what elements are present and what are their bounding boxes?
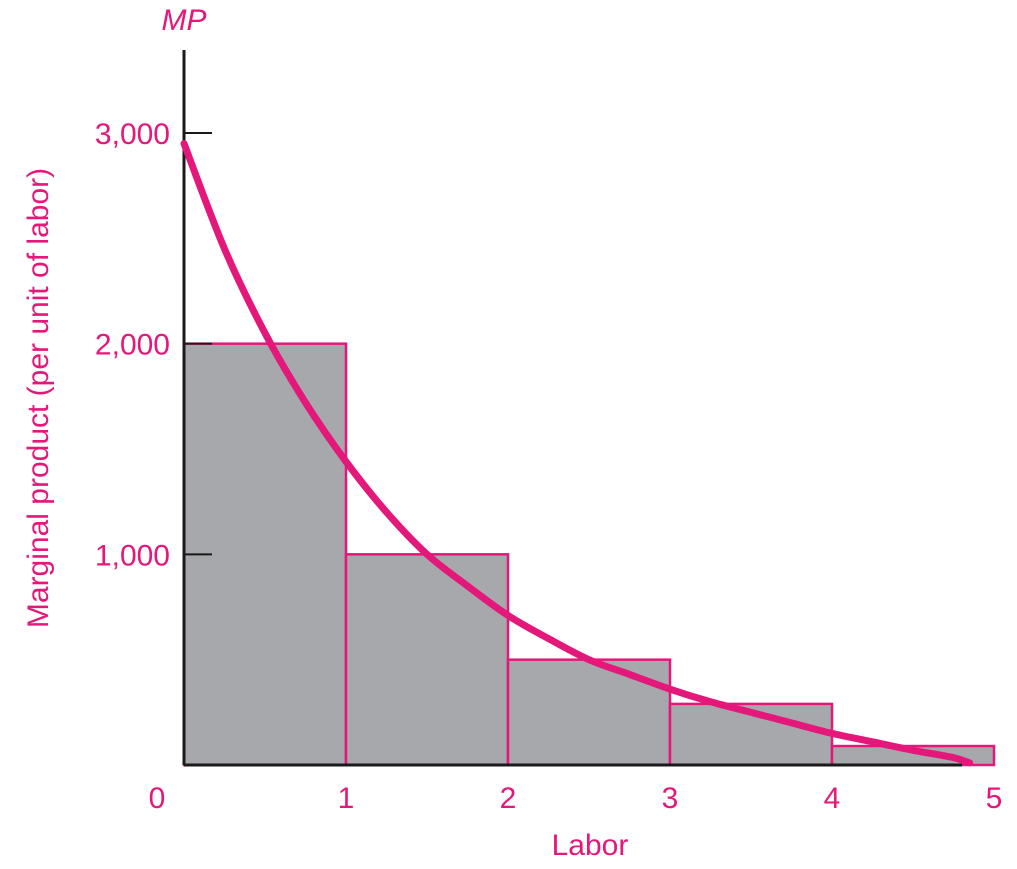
x-axis-title: Labor	[552, 829, 629, 862]
x-tick-label: 3	[662, 782, 679, 815]
x-tick-label: 4	[824, 782, 841, 815]
axes-layer	[182, 50, 962, 767]
y-tick-label: 1,000	[95, 539, 170, 572]
bar-2	[344, 553, 510, 767]
ticks-layer: 1,000 2,000 3,000 0 1 2 3 4 5	[95, 118, 1002, 815]
x-tick-label: 2	[500, 782, 517, 815]
x-tick-label: 5	[986, 782, 1003, 815]
mp-curve	[180, 140, 974, 767]
x-tick-label: 1	[338, 782, 355, 815]
y-axis-title: Marginal product (per unit of labor)	[22, 168, 55, 628]
y-axis-top-label: MP	[162, 4, 207, 37]
y-tick-label: 3,000	[95, 118, 170, 151]
y-tick-label: 2,000	[95, 329, 170, 362]
bar-3	[506, 658, 672, 767]
x-tick-label: 0	[149, 782, 166, 815]
